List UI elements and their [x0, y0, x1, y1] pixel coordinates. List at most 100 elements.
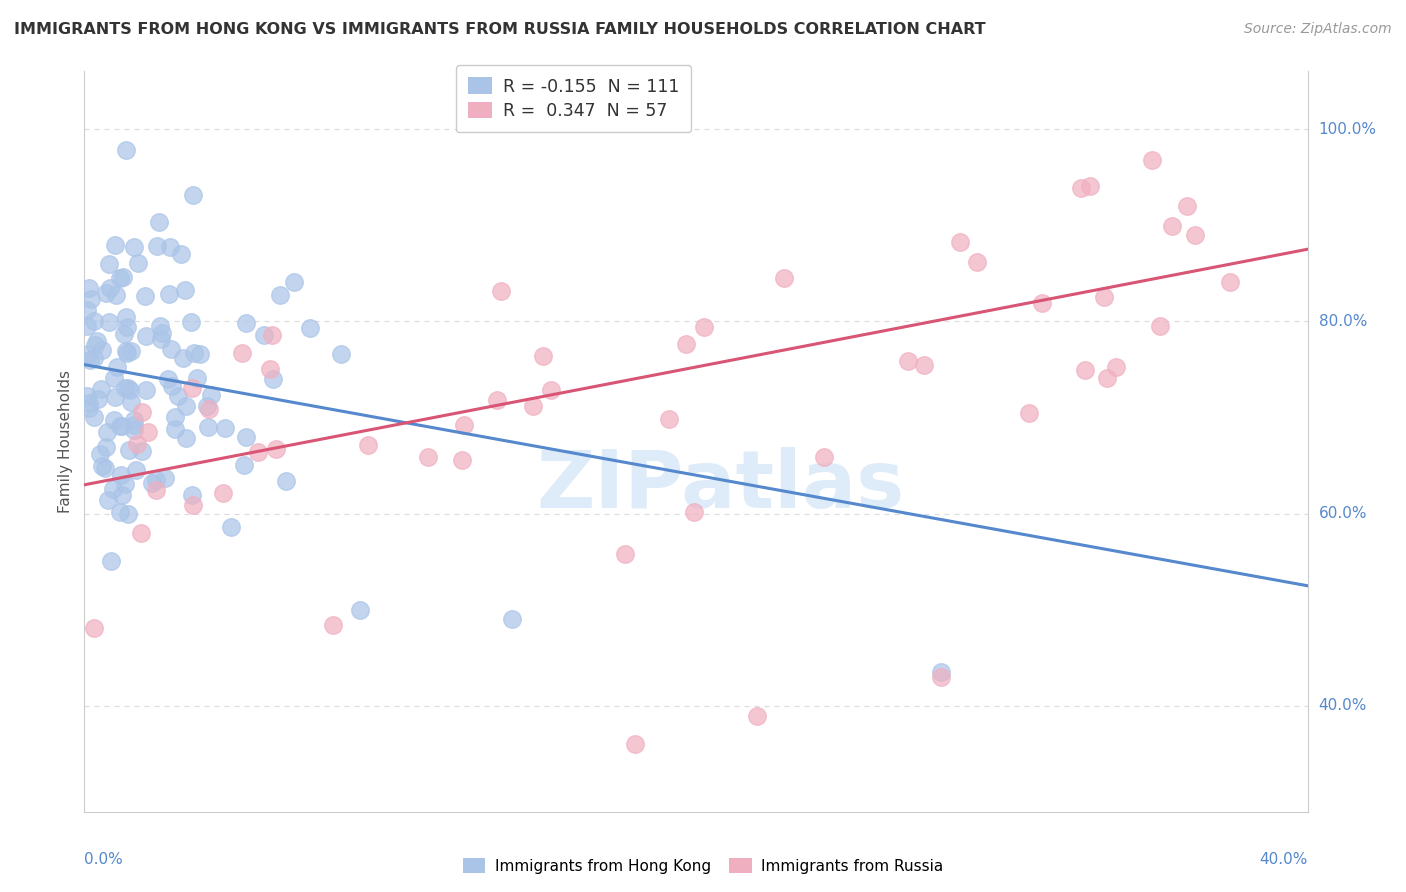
Point: [682, 505, 704, 519]
Point: [159, 240, 181, 254]
Point: [122, 423, 145, 437]
Point: [122, 413, 145, 427]
Legend: R = -0.155  N = 111, R =  0.347  N = 57: R = -0.155 N = 111, R = 0.347 N = 57: [456, 65, 692, 132]
Point: [1078, 178, 1101, 193]
Legend: Immigrants from Hong Kong, Immigrants from Russia: Immigrants from Hong Kong, Immigrants fr…: [457, 852, 949, 880]
Point: [141, 475, 163, 490]
Point: [1018, 405, 1040, 419]
Point: [124, 240, 146, 254]
Point: [125, 463, 148, 477]
Point: [160, 379, 183, 393]
Point: [115, 310, 138, 324]
Point: [502, 612, 524, 626]
Point: [180, 488, 202, 502]
Point: [103, 413, 125, 427]
Point: [145, 483, 167, 497]
Point: [117, 507, 139, 521]
Point: [260, 327, 283, 342]
Point: [118, 383, 141, 397]
Point: [322, 618, 344, 632]
Point: [94, 285, 117, 300]
Point: [214, 421, 236, 435]
Point: [120, 343, 142, 358]
Point: [156, 372, 179, 386]
Point: [77, 281, 100, 295]
Point: [91, 343, 114, 357]
Text: 80.0%: 80.0%: [1319, 314, 1367, 329]
Point: [180, 381, 202, 395]
Point: [77, 401, 100, 415]
Point: [195, 399, 218, 413]
Point: [101, 483, 124, 497]
Point: [153, 471, 176, 485]
Point: [87, 392, 110, 407]
Point: [174, 399, 197, 413]
Point: [122, 418, 145, 433]
Point: [183, 346, 205, 360]
Point: [117, 381, 139, 395]
Point: [169, 247, 191, 261]
Point: [929, 665, 952, 680]
Point: [84, 337, 107, 351]
Point: [112, 326, 135, 341]
Point: [165, 422, 187, 436]
Point: [675, 336, 697, 351]
Point: [1031, 296, 1053, 310]
Point: [747, 708, 769, 723]
Point: [108, 271, 131, 285]
Point: [1070, 181, 1092, 195]
Point: [181, 498, 204, 512]
Text: 40.0%: 40.0%: [1319, 698, 1367, 714]
Point: [966, 254, 988, 268]
Point: [349, 603, 371, 617]
Point: [1184, 228, 1206, 243]
Point: [897, 353, 920, 368]
Point: [773, 270, 796, 285]
Point: [929, 670, 952, 684]
Point: [104, 287, 127, 301]
Point: [79, 396, 101, 410]
Text: ZIPatlas: ZIPatlas: [536, 447, 904, 525]
Point: [172, 351, 194, 365]
Point: [104, 238, 127, 252]
Point: [100, 554, 122, 568]
Point: [262, 372, 284, 386]
Point: [453, 418, 475, 433]
Point: [1219, 276, 1241, 290]
Point: [94, 440, 117, 454]
Point: [94, 461, 117, 475]
Point: [912, 359, 935, 373]
Point: [188, 347, 211, 361]
Point: [540, 383, 562, 397]
Point: [103, 371, 125, 385]
Point: [157, 287, 180, 301]
Point: [98, 315, 121, 329]
Point: [131, 444, 153, 458]
Point: [149, 332, 172, 346]
Point: [149, 319, 172, 334]
Point: [235, 430, 257, 444]
Point: [212, 486, 235, 500]
Point: [120, 394, 142, 409]
Point: [181, 188, 204, 202]
Point: [83, 621, 105, 635]
Point: [283, 276, 305, 290]
Point: [813, 450, 835, 464]
Point: [110, 467, 132, 482]
Point: [76, 318, 98, 333]
Point: [114, 476, 136, 491]
Text: IMMIGRANTS FROM HONG KONG VS IMMIGRANTS FROM RUSSIA FAMILY HOUSEHOLDS CORRELATIO: IMMIGRANTS FROM HONG KONG VS IMMIGRANTS …: [14, 22, 986, 37]
Point: [1140, 153, 1163, 167]
Point: [235, 316, 257, 330]
Point: [298, 320, 321, 334]
Point: [112, 270, 135, 285]
Point: [522, 399, 544, 413]
Text: 0.0%: 0.0%: [84, 853, 124, 867]
Point: [80, 292, 103, 306]
Point: [110, 418, 132, 433]
Point: [450, 453, 472, 467]
Point: [357, 438, 380, 452]
Point: [160, 343, 183, 357]
Point: [1149, 318, 1171, 333]
Text: 100.0%: 100.0%: [1319, 121, 1376, 136]
